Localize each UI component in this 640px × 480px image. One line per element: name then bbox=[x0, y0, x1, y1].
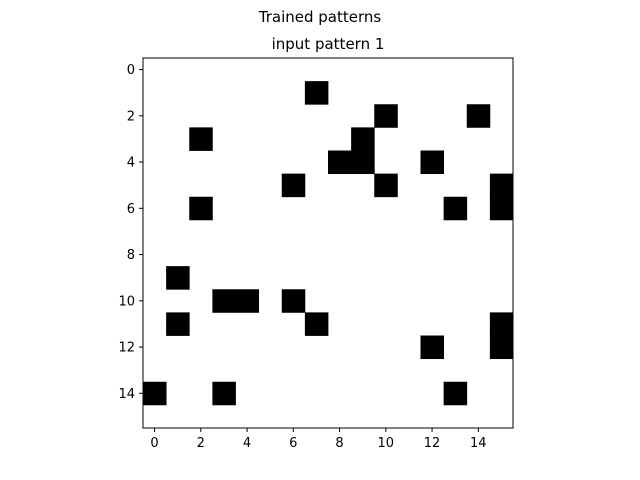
y-tick-label: 2 bbox=[127, 109, 135, 124]
y-tick-label: 12 bbox=[118, 341, 135, 356]
heatmap-cell bbox=[304, 81, 329, 105]
heatmap-cell bbox=[304, 312, 329, 336]
heatmap-cell bbox=[443, 196, 468, 221]
heatmap-cell bbox=[489, 173, 514, 198]
heatmap-cell bbox=[489, 312, 514, 336]
heatmap-cell bbox=[489, 335, 514, 360]
heatmap-cell bbox=[189, 196, 213, 221]
heatmap-cell bbox=[235, 289, 260, 313]
y-axis: 0 2 4 6 8 10 12 14 bbox=[118, 63, 143, 402]
figure-suptitle: Trained patterns bbox=[258, 8, 382, 26]
x-tick-label: 6 bbox=[289, 436, 297, 451]
plot-frame bbox=[142, 57, 514, 429]
y-tick-label: 14 bbox=[118, 387, 135, 402]
heatmap-cell bbox=[166, 312, 190, 336]
heatmap-cell bbox=[466, 104, 491, 128]
x-tick-label: 4 bbox=[243, 436, 251, 451]
heatmap-cell bbox=[281, 289, 306, 313]
heatmap-cell bbox=[420, 150, 445, 175]
x-tick-label: 10 bbox=[378, 436, 395, 451]
heatmap-cell bbox=[420, 335, 445, 360]
x-tick-label: 8 bbox=[335, 436, 343, 451]
y-tick-label: 0 bbox=[127, 63, 135, 78]
heatmap-cell bbox=[328, 150, 352, 175]
x-tick-label: 14 bbox=[470, 436, 487, 451]
heatmap-cell bbox=[443, 381, 468, 406]
axes-title: input pattern 1 bbox=[272, 35, 385, 53]
heatmap-cell bbox=[351, 127, 375, 151]
heatmap-cell bbox=[374, 104, 398, 128]
x-tick-label: 0 bbox=[150, 436, 158, 451]
x-tick-label: 2 bbox=[197, 436, 205, 451]
heatmap-cell bbox=[189, 127, 213, 151]
x-tick-label: 12 bbox=[424, 436, 441, 451]
plot-background bbox=[143, 58, 513, 428]
heatmap-cell bbox=[143, 381, 167, 406]
heatmap-cell bbox=[281, 173, 306, 198]
heatmap-cell bbox=[489, 196, 514, 221]
plot-area bbox=[142, 57, 514, 429]
heatmap-cell bbox=[212, 381, 236, 406]
y-tick-label: 8 bbox=[127, 248, 135, 263]
y-tick-label: 6 bbox=[127, 202, 135, 217]
y-tick-label: 4 bbox=[127, 156, 135, 171]
heatmap-cell bbox=[351, 150, 375, 175]
x-axis: 0 2 4 6 8 10 12 14 bbox=[150, 428, 487, 451]
heatmap-cell bbox=[166, 266, 190, 290]
heatmap-cell bbox=[212, 289, 236, 313]
heatmap-cells bbox=[143, 81, 514, 406]
heatmap-cell bbox=[374, 173, 398, 198]
y-tick-label: 10 bbox=[118, 294, 135, 309]
